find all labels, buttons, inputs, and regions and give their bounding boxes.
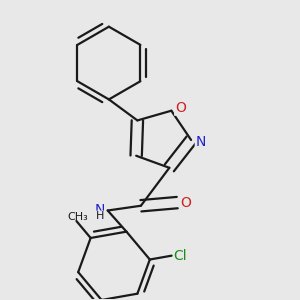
Text: N: N xyxy=(94,203,105,217)
Text: H: H xyxy=(96,211,104,221)
Text: O: O xyxy=(181,196,191,210)
Text: N: N xyxy=(195,135,206,148)
Text: CH₃: CH₃ xyxy=(68,212,88,222)
Text: O: O xyxy=(175,101,186,115)
Text: Cl: Cl xyxy=(174,249,187,263)
